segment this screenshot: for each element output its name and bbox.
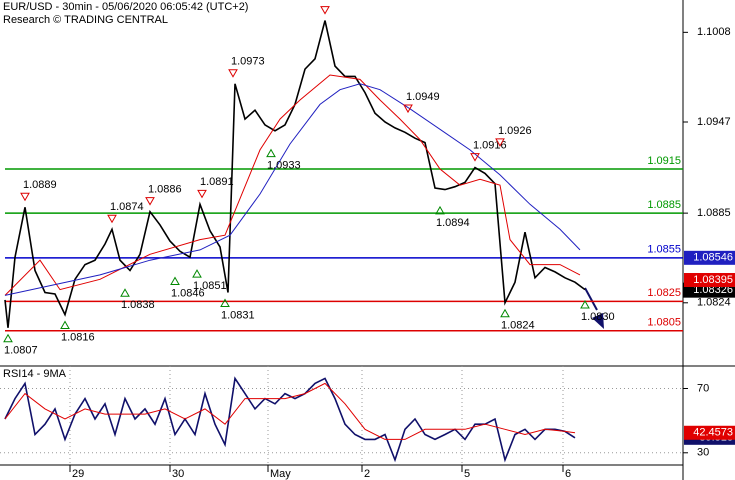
series-line <box>4 20 586 328</box>
level-label: 1.0885 <box>647 199 681 211</box>
low-marker <box>170 276 180 285</box>
high-label: 1.0889 <box>23 179 57 191</box>
current-value-label: 42.4573 <box>693 427 733 439</box>
current-value-box <box>684 250 735 265</box>
high-label: 1.0949 <box>406 91 440 103</box>
high-label: 1.0874 <box>110 201 144 213</box>
low-label: 1.0816 <box>61 331 95 343</box>
y-tick-label: 1.0824 <box>697 297 731 309</box>
low-label: 1.0830 <box>581 311 615 323</box>
y-tick-label: 1.1008 <box>697 26 731 38</box>
low-marker <box>192 269 202 278</box>
y-tick-label: 1.0885 <box>697 207 731 219</box>
level-label: 1.0805 <box>647 317 681 329</box>
y-tick-label: 70 <box>697 382 709 394</box>
low-marker <box>60 320 70 330</box>
high-marker <box>107 214 117 224</box>
y-tick-label: 30 <box>697 447 709 459</box>
low-marker <box>435 205 445 215</box>
low-label: 1.0846 <box>171 287 205 299</box>
current-value-label: 1.08326 <box>693 284 733 296</box>
high-marker <box>228 69 238 78</box>
series-line <box>4 74 581 296</box>
x-tick-label: 6 <box>565 468 571 480</box>
current-value-box <box>684 273 735 288</box>
projection-arrow <box>584 287 598 311</box>
x-tick-label: May <box>270 468 291 480</box>
high-label: 1.0926 <box>498 125 532 137</box>
low-marker <box>220 298 230 308</box>
level-label: 1.0915 <box>647 155 681 167</box>
level-label: 1.0855 <box>647 244 681 256</box>
low-marker <box>500 308 510 318</box>
low-label: 1.0831 <box>221 309 255 321</box>
x-tick-label: 2 <box>364 468 370 480</box>
low-label: 1.0838 <box>121 299 155 311</box>
low-marker <box>580 299 590 309</box>
high-marker <box>470 153 480 162</box>
series-line <box>4 83 581 296</box>
chart-title: EUR/USD - 30min - 05/06/2020 06:05:42 (U… <box>3 1 248 13</box>
high-marker <box>20 192 30 202</box>
high-label: 1.0973 <box>231 56 265 68</box>
chart-subtitle: Research © TRADING CENTRAL <box>3 14 168 26</box>
panel-title: RSI14 - 9MA <box>3 368 67 380</box>
series-line <box>4 376 576 463</box>
high-label: 1.0891 <box>200 176 234 188</box>
x-tick-label: 30 <box>172 468 184 480</box>
high-marker <box>145 197 155 206</box>
low-marker <box>120 288 130 297</box>
high-marker <box>320 6 330 15</box>
series-line <box>4 382 576 440</box>
current-value-box <box>684 425 735 440</box>
low-marker <box>266 148 276 158</box>
projection-arrow-head <box>592 313 604 329</box>
low-label: 1.0807 <box>4 345 38 357</box>
low-label: 1.0933 <box>267 159 301 171</box>
current-value-label: 1.08546 <box>693 252 733 264</box>
current-value-label: 1.08395 <box>693 274 733 286</box>
high-label: 1.0886 <box>148 184 182 196</box>
high-label: 1.0916 <box>473 139 507 151</box>
high-marker <box>495 138 505 147</box>
low-label: 1.0894 <box>436 217 470 229</box>
low-marker <box>3 333 13 343</box>
level-label: 1.0825 <box>647 287 681 299</box>
high-marker <box>403 104 413 114</box>
x-tick-label: 5 <box>464 468 470 480</box>
high-marker <box>197 189 207 199</box>
x-tick-label: 29 <box>72 468 84 480</box>
y-tick-label: 1.0947 <box>697 116 731 128</box>
low-label: 1.0824 <box>501 320 535 332</box>
low-label: 1.0851 <box>193 280 227 292</box>
